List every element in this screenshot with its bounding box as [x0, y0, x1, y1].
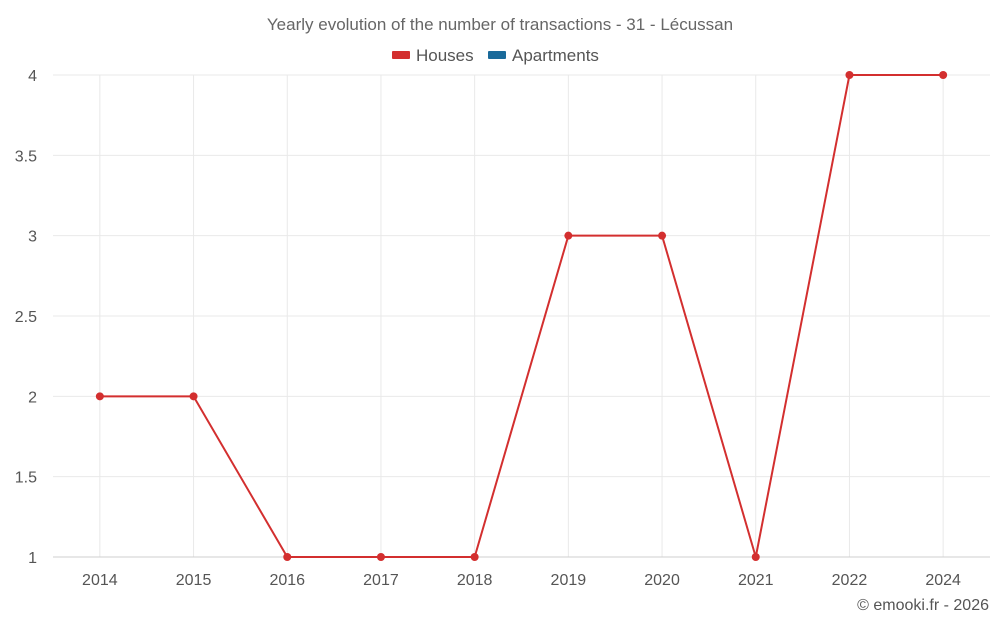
y-tick-label: 1	[28, 550, 37, 567]
x-tick-label: 2017	[363, 572, 399, 589]
series-line	[99, 74, 944, 558]
x-tick-label: 2021	[738, 572, 774, 589]
data-point[interactable]	[658, 231, 667, 240]
y-axis: 1 1.5 2 2.5 3 3.5 4	[15, 68, 37, 567]
y-tick-label: 4	[28, 68, 37, 85]
x-tick-label: 2020	[644, 572, 680, 589]
x-tick-label: 2024	[925, 572, 961, 589]
legend: Houses Apartments	[392, 46, 599, 65]
legend-item-apartments[interactable]: Apartments	[488, 46, 599, 65]
x-axis: 2014 2015 2016 2017 2018 2019 2020 2021 2022 2024	[53, 556, 990, 589]
data-point[interactable]	[564, 231, 573, 240]
x-tick-label: 2019	[551, 572, 587, 589]
credit-text: © emooki.fr - 2026	[857, 597, 989, 614]
data-point[interactable]	[95, 392, 104, 401]
legend-swatch-apartments	[488, 51, 506, 59]
data-point[interactable]	[470, 553, 479, 561]
data-point[interactable]	[189, 392, 198, 401]
x-tick-label: 2015	[176, 572, 212, 589]
data-point[interactable]	[751, 553, 760, 561]
y-tick-label: 2	[28, 389, 37, 406]
legend-label-apartments: Apartments	[512, 46, 599, 65]
grid	[53, 74, 990, 558]
legend-label-houses: Houses	[416, 46, 474, 65]
x-tick-label: 2022	[832, 572, 868, 589]
chart-title: Yearly evolution of the number of transa…	[267, 15, 733, 34]
x-tick-label: 2018	[457, 572, 493, 589]
x-tick-label: 2016	[269, 572, 305, 589]
data-point[interactable]	[939, 71, 948, 79]
y-tick-label: 3.5	[15, 148, 37, 165]
legend-item-houses[interactable]: Houses	[392, 46, 474, 65]
series-houses	[95, 71, 948, 561]
y-tick-label: 2.5	[15, 309, 37, 326]
data-point[interactable]	[845, 71, 854, 79]
data-point[interactable]	[376, 553, 385, 561]
legend-swatch-houses	[392, 51, 410, 59]
y-tick-label: 3	[28, 229, 37, 246]
x-tick-label: 2014	[82, 572, 118, 589]
data-point[interactable]	[283, 553, 292, 561]
y-tick-label: 1.5	[15, 470, 37, 487]
